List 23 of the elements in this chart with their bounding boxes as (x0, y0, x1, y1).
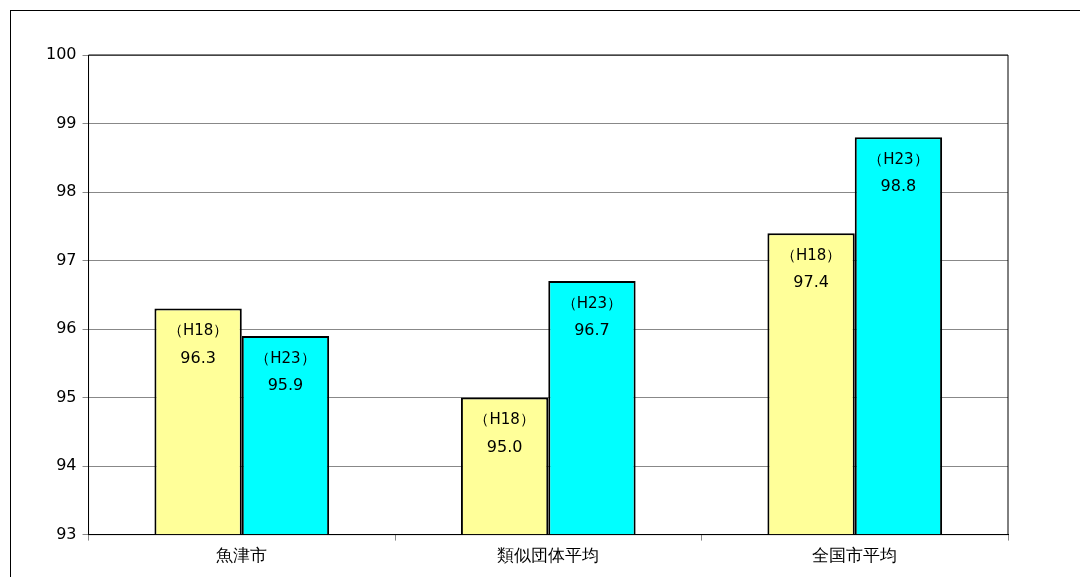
text: （H18） (780, 246, 842, 265)
y-tick-label: 95 (56, 386, 77, 406)
text: （H18） (474, 410, 535, 429)
text: （H23） (868, 150, 929, 169)
y-tick-label: 100 (45, 44, 77, 64)
data-label: 96.7 (574, 320, 610, 340)
y-tick-label: 99 (56, 112, 77, 132)
y-tick-label: 96 (56, 318, 77, 338)
y-tick-label: 93 (56, 523, 77, 543)
x-tick-label: 類似団体平均 (497, 545, 600, 566)
data-label: 96.3 (180, 347, 216, 367)
data-label: 97.4 (793, 272, 829, 292)
y-tick-label: 94 (56, 455, 77, 475)
y-tick-label: 98 (56, 181, 77, 201)
x-tick-label: 魚津市 (216, 545, 268, 566)
series-label: （H18） (167, 321, 229, 340)
x-tick-label: 全国市平均 (812, 545, 898, 566)
data-label: 95.9 (267, 375, 304, 395)
data-label: 98.8 (880, 176, 917, 196)
text: （H23） (561, 293, 623, 312)
series-label: （H23） (255, 348, 316, 367)
data-label: 95.0 (486, 436, 523, 456)
y-tick-label: 97 (56, 249, 77, 269)
